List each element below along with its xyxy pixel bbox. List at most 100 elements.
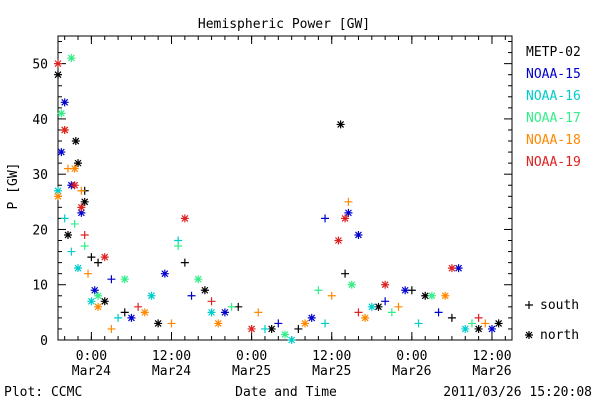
data-point-noaa-19 [447, 264, 456, 273]
data-point-metp-02 [494, 319, 503, 328]
legend-marker-south [525, 301, 533, 309]
data-point-noaa-16 [60, 214, 69, 223]
data-point-metp-02 [180, 258, 189, 267]
data-point-noaa-19 [54, 59, 62, 68]
data-point-noaa-16 [414, 319, 423, 328]
legend-marker-label-north: north [540, 328, 579, 343]
data-point-noaa-15 [160, 269, 169, 278]
legend-marker-label-south: south [540, 298, 579, 313]
data-point-noaa-19 [381, 280, 390, 289]
data-point-noaa-18 [70, 164, 79, 173]
data-point-noaa-19 [180, 214, 189, 223]
data-point-noaa-18 [140, 308, 149, 317]
data-point-noaa-18 [77, 186, 86, 195]
data-point-noaa-19 [100, 253, 109, 262]
data-point-noaa-15 [381, 297, 390, 306]
x-tick-label-time: 12:00 [152, 349, 191, 364]
x-tick-label-time: 0:00 [236, 349, 267, 364]
legend-series-noaa-15: NOAA-15 [526, 67, 581, 82]
data-point-noaa-19 [77, 203, 86, 212]
data-point-noaa-16 [287, 336, 296, 344]
data-point-noaa-15 [401, 286, 410, 295]
x-tick-label-time: 12:00 [312, 349, 351, 364]
x-tick-label-date: Mar25 [232, 364, 271, 379]
data-point-noaa-15 [487, 324, 496, 333]
data-point-noaa-17 [314, 286, 323, 295]
data-point-noaa-17 [227, 302, 236, 311]
data-point-noaa-18 [94, 302, 103, 311]
plot-timestamp: 2011/03/26 15:20:08 [443, 385, 592, 400]
data-point-noaa-15 [60, 98, 69, 107]
data-point-noaa-16 [367, 302, 376, 311]
x-tick-label-time: 12:00 [472, 349, 511, 364]
data-point-noaa-19 [207, 297, 216, 306]
data-point-noaa-17 [80, 242, 89, 251]
legend-series-noaa-18: NOAA-18 [526, 133, 581, 148]
x-tick-label-date: Mar26 [392, 364, 431, 379]
data-point-metp-02 [421, 291, 430, 300]
data-point-metp-02 [447, 313, 456, 322]
y-tick-label: 20 [32, 223, 48, 238]
data-point-noaa-16 [147, 291, 156, 300]
legend-series-noaa-17: NOAA-17 [526, 111, 581, 126]
y-tick-label: 30 [32, 168, 48, 183]
data-point-noaa-17 [387, 308, 396, 317]
data-point-noaa-15 [344, 208, 353, 217]
data-point-noaa-16 [67, 247, 76, 256]
data-point-noaa-18 [481, 319, 490, 328]
x-tick-label-time: 0:00 [76, 349, 107, 364]
x-tick-label-date: Mar24 [152, 364, 191, 379]
data-point-noaa-16 [461, 324, 470, 333]
data-point-noaa-15 [57, 148, 66, 157]
y-tick-label: 40 [32, 113, 48, 128]
data-point-noaa-19 [60, 125, 69, 134]
legend-series-noaa-19: NOAA-19 [526, 155, 581, 170]
data-point-metp-02 [154, 319, 163, 328]
data-point-metp-02 [94, 258, 103, 267]
data-point-noaa-19 [334, 236, 343, 245]
data-point-metp-02 [54, 70, 62, 79]
data-point-noaa-17 [120, 275, 129, 284]
data-point-metp-02 [267, 324, 276, 333]
data-point-metp-02 [374, 302, 383, 311]
data-point-metp-02 [100, 297, 109, 306]
x-tick-label-time: 0:00 [396, 349, 427, 364]
data-point-noaa-17 [347, 280, 356, 289]
legend-series-noaa-16: NOAA-16 [526, 89, 581, 104]
data-point-noaa-15 [354, 230, 363, 239]
data-point-noaa-16 [114, 313, 123, 322]
data-point-metp-02 [80, 197, 89, 206]
y-axis-label: P [GW] [6, 163, 21, 210]
data-point-noaa-17 [467, 319, 476, 328]
data-point-metp-02 [64, 230, 73, 239]
x-tick-label-date: Mar26 [472, 364, 511, 379]
data-point-noaa-18 [344, 197, 353, 206]
data-point-noaa-17 [174, 242, 183, 251]
data-point-metp-02 [234, 302, 243, 311]
data-point-noaa-16 [321, 319, 330, 328]
data-point-noaa-15 [274, 319, 283, 328]
data-point-noaa-18 [361, 313, 370, 322]
data-point-metp-02 [120, 308, 129, 317]
data-point-noaa-17 [427, 291, 436, 300]
data-point-noaa-18 [441, 291, 450, 300]
data-point-noaa-15 [454, 264, 463, 273]
data-point-noaa-15 [77, 208, 86, 217]
data-point-metp-02 [74, 159, 83, 168]
data-point-metp-02 [336, 120, 345, 129]
legend-series-metp-02: METP-02 [526, 45, 581, 60]
chart-title: Hemispheric Power [GW] [198, 17, 370, 32]
data-point-noaa-15 [321, 214, 330, 223]
data-point-metp-02 [71, 137, 80, 146]
data-point-noaa-15 [307, 313, 316, 322]
data-point-noaa-15 [127, 313, 136, 322]
data-point-noaa-18 [327, 291, 336, 300]
data-point-noaa-16 [87, 297, 96, 306]
data-point-noaa-15 [220, 308, 229, 317]
data-point-metp-02 [341, 269, 350, 278]
data-point-noaa-19 [80, 230, 89, 239]
y-tick-label: 10 [32, 279, 48, 294]
y-tick-label: 0 [40, 334, 48, 349]
data-point-noaa-18 [214, 319, 223, 328]
